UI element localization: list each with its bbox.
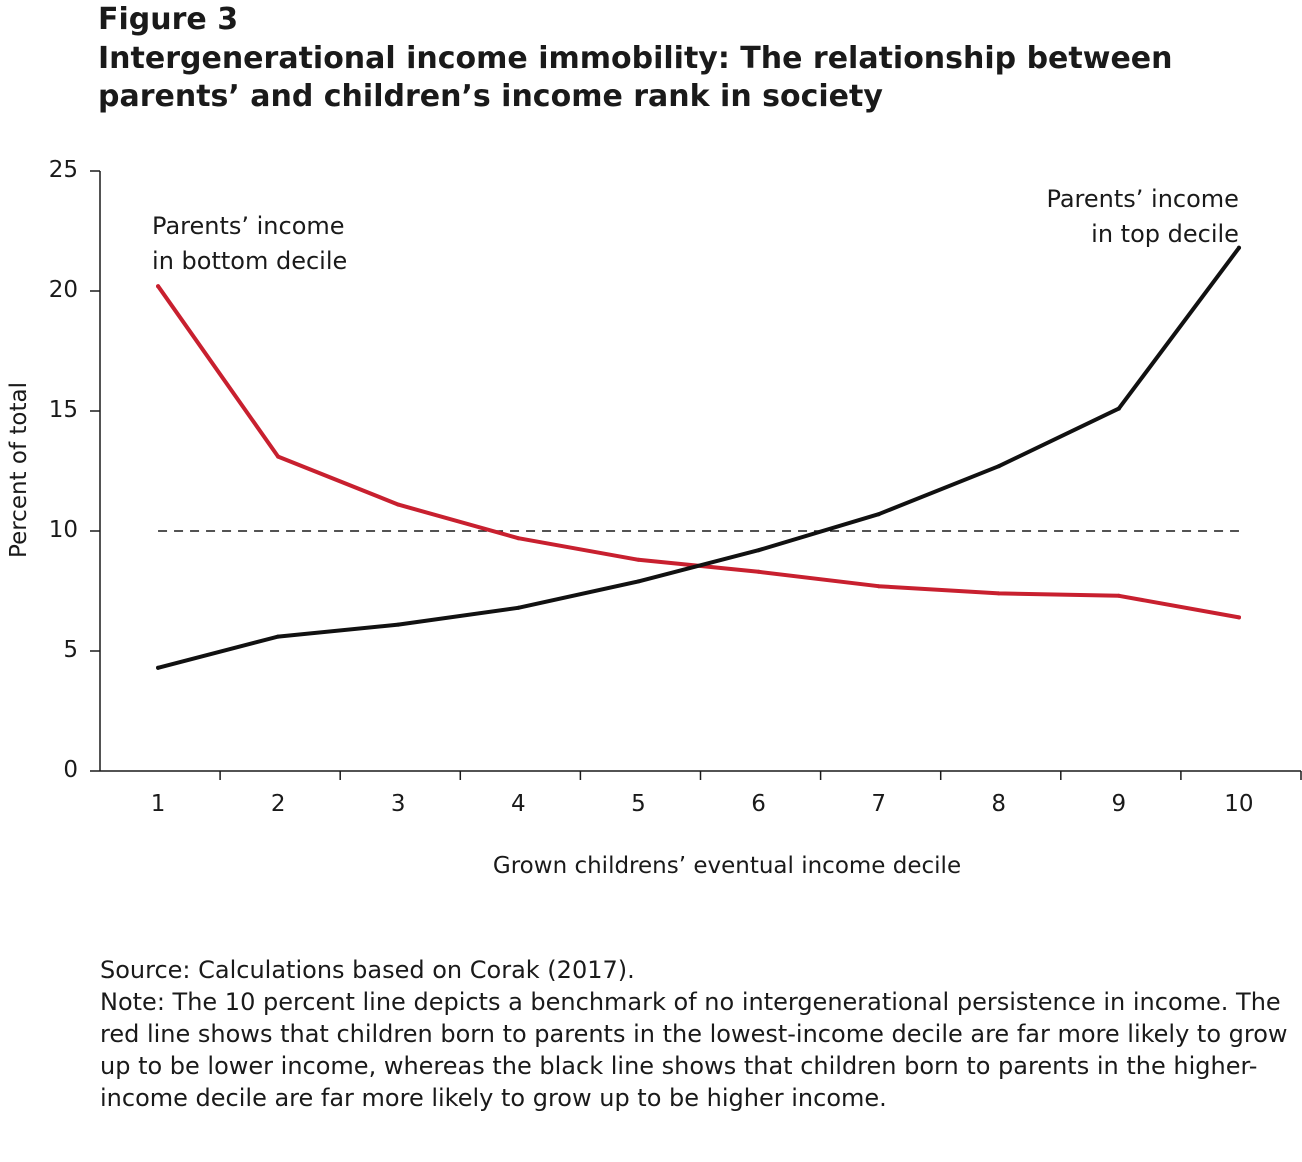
x-tick-label: 6 xyxy=(751,791,766,817)
x-tick-label: 7 xyxy=(871,791,886,817)
data-point xyxy=(276,454,281,459)
data-point xyxy=(156,665,161,670)
x-tick-label: 8 xyxy=(991,791,1006,817)
x-tick-label: 4 xyxy=(511,791,526,817)
y-tick-label: 0 xyxy=(63,757,78,783)
series-label-1: in bottom decile xyxy=(152,247,347,275)
x-axis: 1 2 3 4 5 6 7 8 9 10 xyxy=(100,770,1302,817)
data-point xyxy=(516,536,521,541)
y-tick-label: 20 xyxy=(49,277,78,303)
data-point xyxy=(756,569,761,574)
source-text: Source: Calculations based on Corak (201… xyxy=(100,956,635,984)
x-axis-label: Grown childrens’ eventual income decile xyxy=(493,853,961,879)
series-line-2 xyxy=(156,245,1241,670)
data-point xyxy=(1236,615,1241,620)
x-tick-label: 1 xyxy=(151,791,166,817)
data-point xyxy=(156,284,161,289)
y-axis: 0 5 10 15 20 25 xyxy=(49,157,101,783)
footer: Source: Calculations based on Corak (201… xyxy=(100,954,1290,1114)
data-point xyxy=(996,464,1001,469)
data-point xyxy=(876,512,881,517)
x-tick-label: 2 xyxy=(271,791,286,817)
y-axis-label: Percent of total xyxy=(6,382,32,558)
y-tick-label: 15 xyxy=(49,397,78,423)
chart-title: Intergenerational income immobility: The… xyxy=(98,41,1173,114)
figure-label: Figure 3 xyxy=(98,2,239,37)
y-tick-label: 25 xyxy=(49,157,78,183)
x-tick-label: 5 xyxy=(631,791,646,817)
x-tick-label: 10 xyxy=(1224,791,1253,817)
note-text: Note: The 10 percent line depicts a benc… xyxy=(100,988,1288,1112)
series-labels: Parents’ income in bottom decile Parents’ … xyxy=(152,185,1239,275)
data-point xyxy=(1116,406,1121,411)
y-tick-label: 5 xyxy=(63,637,78,663)
series-group xyxy=(156,245,1241,670)
data-point xyxy=(876,584,881,589)
data-point xyxy=(396,502,401,507)
x-tick-label: 3 xyxy=(391,791,406,817)
data-point xyxy=(1116,593,1121,598)
series-label-2: Parents’ income xyxy=(1046,185,1239,213)
data-point xyxy=(396,622,401,627)
data-point xyxy=(996,591,1001,596)
data-point xyxy=(516,605,521,610)
y-tick-label: 10 xyxy=(49,517,78,543)
series-label-2: in top decile xyxy=(1091,220,1239,248)
data-point xyxy=(756,548,761,553)
data-point xyxy=(276,634,281,639)
data-point xyxy=(1236,245,1241,250)
line-chart: 0 5 10 15 20 25 1 2 3 4 5 6 7 8 9 10 Parents’ income in… xyxy=(6,157,1302,879)
data-point xyxy=(636,557,641,562)
series-label-1: Parents’ income xyxy=(152,212,344,240)
data-point xyxy=(636,579,641,584)
x-tick-label: 9 xyxy=(1112,791,1127,817)
